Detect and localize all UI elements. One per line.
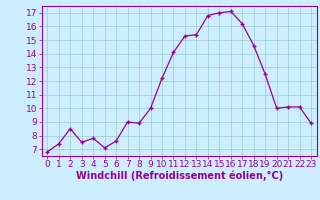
X-axis label: Windchill (Refroidissement éolien,°C): Windchill (Refroidissement éolien,°C) <box>76 171 283 181</box>
